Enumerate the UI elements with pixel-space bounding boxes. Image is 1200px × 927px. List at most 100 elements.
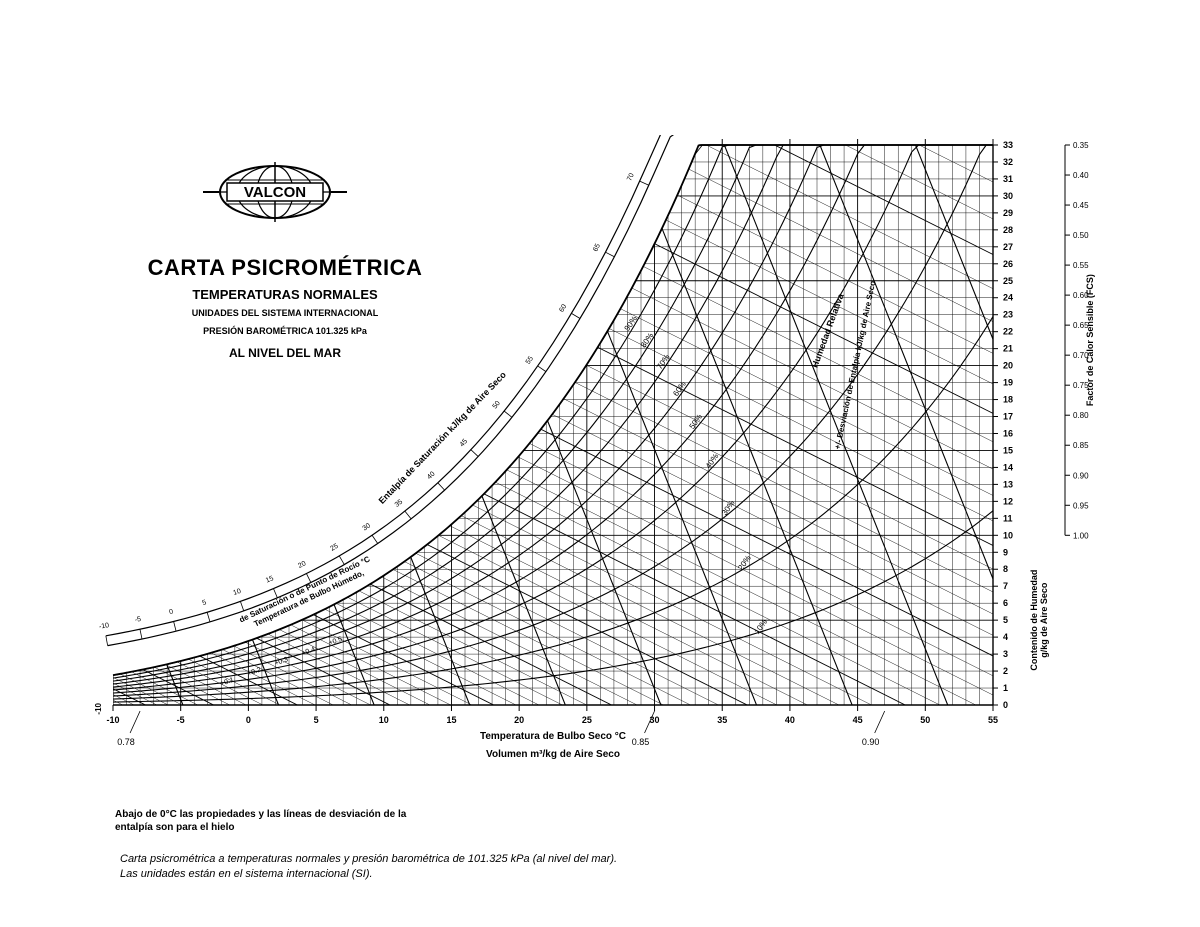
svg-text:0: 0 bbox=[246, 715, 251, 725]
svg-text:3: 3 bbox=[1003, 649, 1008, 659]
svg-text:50: 50 bbox=[920, 715, 930, 725]
svg-text:16: 16 bbox=[1003, 428, 1013, 438]
svg-text:Factor de Calor Sensible (FCS): Factor de Calor Sensible (FCS) bbox=[1085, 274, 1095, 406]
svg-text:30: 30 bbox=[650, 715, 660, 725]
svg-text:12: 12 bbox=[1003, 496, 1013, 506]
svg-text:Contenido de Humedad: Contenido de Humedad bbox=[1029, 570, 1039, 671]
svg-text:+0.2: +0.2 bbox=[247, 666, 262, 677]
svg-text:15: 15 bbox=[446, 715, 456, 725]
svg-text:0: 0 bbox=[169, 608, 175, 616]
svg-text:17: 17 bbox=[1003, 412, 1013, 422]
svg-text:20: 20 bbox=[1003, 361, 1013, 371]
svg-text:5: 5 bbox=[202, 599, 208, 607]
svg-text:10: 10 bbox=[379, 715, 389, 725]
svg-text:20: 20 bbox=[514, 715, 524, 725]
svg-text:40: 40 bbox=[785, 715, 795, 725]
svg-text:23: 23 bbox=[1003, 310, 1013, 320]
svg-text:18: 18 bbox=[1003, 395, 1013, 405]
svg-text:70: 70 bbox=[626, 172, 636, 182]
svg-text:2: 2 bbox=[1003, 666, 1008, 676]
svg-text:21: 21 bbox=[1003, 344, 1013, 354]
svg-text:9: 9 bbox=[1003, 547, 1008, 557]
svg-text:7: 7 bbox=[1003, 581, 1008, 591]
svg-text:15: 15 bbox=[1003, 445, 1013, 455]
svg-text:0: 0 bbox=[1003, 700, 1008, 710]
svg-text:0.40: 0.40 bbox=[1073, 171, 1089, 180]
svg-text:35: 35 bbox=[717, 715, 727, 725]
svg-text:60: 60 bbox=[558, 303, 568, 313]
svg-text:0.50: 0.50 bbox=[1073, 231, 1089, 240]
svg-text:50: 50 bbox=[492, 400, 502, 411]
svg-text:5: 5 bbox=[314, 715, 319, 725]
svg-text:25: 25 bbox=[582, 715, 592, 725]
svg-text:+0.4: +0.4 bbox=[301, 646, 316, 657]
svg-text:28: 28 bbox=[1003, 225, 1013, 235]
svg-text:90%: 90% bbox=[623, 314, 640, 332]
svg-text:6: 6 bbox=[1003, 598, 1008, 608]
svg-text:0.78: 0.78 bbox=[117, 737, 135, 747]
svg-text:50: 50 bbox=[920, 135, 930, 137]
svg-text:1.00: 1.00 bbox=[1073, 531, 1089, 540]
svg-text:55: 55 bbox=[988, 135, 998, 137]
svg-text:35: 35 bbox=[394, 498, 405, 508]
svg-text:0.95: 0.95 bbox=[1073, 501, 1089, 510]
svg-text:0.90: 0.90 bbox=[1073, 471, 1089, 480]
svg-text:25: 25 bbox=[1003, 276, 1013, 286]
svg-text:65: 65 bbox=[592, 243, 602, 253]
svg-text:-10: -10 bbox=[95, 702, 103, 714]
svg-text:0.90: 0.90 bbox=[862, 737, 880, 747]
svg-text:45: 45 bbox=[853, 715, 863, 725]
svg-text:13: 13 bbox=[1003, 479, 1013, 489]
svg-text:0.85: 0.85 bbox=[1073, 441, 1089, 450]
svg-text:5: 5 bbox=[1003, 615, 1008, 625]
svg-text:70%: 70% bbox=[655, 353, 672, 371]
svg-text:4: 4 bbox=[1003, 632, 1008, 642]
svg-text:20: 20 bbox=[297, 560, 307, 570]
svg-text:-5: -5 bbox=[177, 715, 185, 725]
footnote-ice: Abajo de 0°C las propiedades y las línea… bbox=[115, 808, 415, 834]
svg-text:+0.1: +0.1 bbox=[220, 677, 235, 688]
svg-text:24: 24 bbox=[1003, 293, 1013, 303]
svg-text:19: 19 bbox=[1003, 378, 1013, 388]
svg-text:Entalpía de Saturación kJ/kg: Entalpía de Saturación kJ/kg de Aire Sec… bbox=[377, 369, 509, 506]
svg-text:15: 15 bbox=[265, 575, 275, 585]
svg-text:40: 40 bbox=[426, 471, 437, 481]
svg-text:55: 55 bbox=[525, 355, 535, 365]
caption: Carta psicrométrica a temperaturas norma… bbox=[120, 852, 1020, 883]
svg-text:0.45: 0.45 bbox=[1073, 201, 1089, 210]
svg-text:0.85: 0.85 bbox=[632, 737, 650, 747]
svg-text:33: 33 bbox=[1003, 140, 1013, 150]
svg-text:+0.5: +0.5 bbox=[328, 636, 343, 647]
svg-text:10: 10 bbox=[1003, 530, 1013, 540]
svg-text:Humedad Relativa: Humedad Relativa bbox=[810, 291, 846, 369]
svg-text:80%: 80% bbox=[639, 331, 656, 349]
svg-text:1: 1 bbox=[1003, 683, 1008, 693]
svg-text:31: 31 bbox=[1003, 174, 1013, 184]
svg-text:g/kg de Aire Seco: g/kg de Aire Seco bbox=[1039, 582, 1049, 658]
svg-text:29: 29 bbox=[1003, 208, 1013, 218]
svg-text:22: 22 bbox=[1003, 327, 1013, 337]
svg-text:-5: -5 bbox=[134, 616, 142, 624]
svg-text:0.55: 0.55 bbox=[1073, 261, 1089, 270]
svg-text:0.35: 0.35 bbox=[1073, 141, 1089, 150]
svg-text:11: 11 bbox=[1003, 513, 1013, 523]
svg-text:27: 27 bbox=[1003, 242, 1013, 252]
svg-text:30: 30 bbox=[1003, 191, 1013, 201]
svg-text:30: 30 bbox=[362, 522, 372, 532]
svg-text:26: 26 bbox=[1003, 259, 1013, 269]
psychrometric-chart: -10-50510152025303540455055Temperatura d… bbox=[95, 135, 1095, 835]
svg-text:25: 25 bbox=[329, 543, 339, 553]
svg-text:35: 35 bbox=[717, 135, 727, 137]
svg-text:-10: -10 bbox=[99, 622, 110, 631]
svg-text:55: 55 bbox=[988, 715, 998, 725]
svg-text:45: 45 bbox=[459, 438, 470, 449]
svg-text:Volumen m³/kg de Aire Seco: Volumen m³/kg de Aire Seco bbox=[486, 749, 620, 760]
svg-text:40: 40 bbox=[785, 135, 795, 137]
svg-text:0.80: 0.80 bbox=[1073, 411, 1089, 420]
svg-text:-10: -10 bbox=[106, 715, 119, 725]
svg-text:32: 32 bbox=[1003, 157, 1013, 167]
svg-text:14: 14 bbox=[1003, 462, 1013, 472]
svg-text:45: 45 bbox=[853, 135, 863, 137]
svg-text:10: 10 bbox=[232, 588, 242, 597]
svg-text:8: 8 bbox=[1003, 564, 1008, 574]
